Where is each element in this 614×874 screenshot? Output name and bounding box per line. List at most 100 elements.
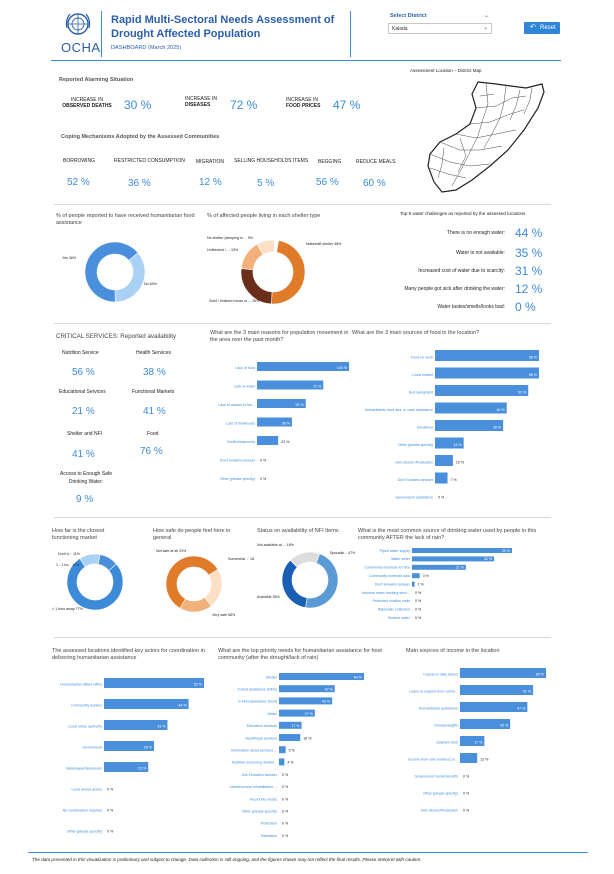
bar[interactable] — [412, 556, 495, 562]
bar[interactable] — [435, 385, 529, 396]
needs-bar-chart[interactable]: Shelter 64 % In kind assistance (NFIs) 42 %… — [215, 667, 365, 847]
bar[interactable] — [279, 746, 286, 754]
bar[interactable] — [412, 564, 466, 570]
bar[interactable] — [257, 362, 349, 371]
bar[interactable] — [257, 399, 306, 408]
bar-value-label: 16 % — [303, 736, 312, 740]
bar[interactable] — [257, 436, 279, 445]
bar[interactable] — [104, 720, 168, 730]
income-bar-chart[interactable]: Casual or daily labour 60 % Loans or suppo… — [404, 664, 559, 824]
market-distance-donut[interactable]: > 1 hour away 77% 1 - 1 ho... 12% Don't k.… — [50, 546, 135, 616]
bar-category-label: Local armed actors — [71, 788, 102, 792]
bar-category-label: Lack of food — [235, 366, 255, 370]
bar-category-label: Food for work — [411, 355, 433, 359]
bar[interactable] — [412, 573, 420, 579]
bar-category-label: Borrowing/debt — [409, 390, 433, 394]
bar[interactable] — [104, 741, 154, 751]
bar[interactable] — [279, 758, 285, 766]
bar[interactable] — [460, 719, 511, 729]
food-assistance-title: % of people reported to have received hu… — [56, 213, 195, 226]
bar-value-label: 5 % — [289, 748, 296, 752]
bar-category-label: Community borehold paid — [369, 574, 410, 578]
bar[interactable] — [257, 417, 292, 427]
donut-slice[interactable] — [165, 555, 219, 609]
actors-bar-chart[interactable]: Humanitarian affairs office 52 % Community… — [52, 670, 207, 840]
bar[interactable] — [460, 668, 546, 678]
nfi-availability-donut[interactable]: Sporadic... 47% Available 35% Not availabl… — [255, 540, 355, 618]
shelter-label-solid: Solid / finished house or ... 26% — [209, 299, 260, 303]
donut-label: Somewhat ... 18% — [228, 557, 254, 561]
bar[interactable] — [435, 367, 539, 379]
donut-label: Don't k... 11% — [58, 552, 81, 556]
bar[interactable] — [279, 721, 302, 729]
bar[interactable] — [104, 762, 149, 772]
bar[interactable] — [435, 437, 464, 449]
donut-label-yes: Yes 36% — [62, 256, 77, 260]
shelter-donut[interactable]: Makeshift shelter 48% Solid / finished h… — [205, 232, 350, 317]
water-source-bar-chart[interactable]: Piped water supply 39 % Water seller 32 % Co… — [356, 546, 536, 624]
donut-slice[interactable] — [84, 241, 139, 303]
bar[interactable] — [279, 673, 364, 680]
donut-label-no: No 64% — [144, 282, 158, 286]
somalia-outline — [427, 81, 545, 193]
bar-value-label: 33 % — [157, 725, 166, 729]
district-select[interactable]: Kalada ⌄ — [388, 23, 492, 34]
critical-label-water: Access to Enough Safe Drinking Water: — [60, 471, 112, 485]
movement-chart-title: What are the 3 main reasons for populati… — [210, 330, 349, 343]
alarming-title: Reported Alarming Situation — [59, 77, 134, 83]
bar-value-label: 7 % — [451, 478, 458, 482]
bar-category-label: Income from own business or... — [408, 758, 458, 762]
coping-value-selling: 5 % — [257, 178, 275, 189]
bar-category-label: Other (please specify) — [423, 792, 458, 796]
donut-slice[interactable] — [273, 239, 279, 253]
bar-category-label: Water — [268, 712, 278, 716]
water-challenge-row: Many people got sick after drinking the … — [404, 282, 543, 296]
bar[interactable] — [412, 581, 415, 587]
chevron-down-icon[interactable]: ⌄ — [484, 13, 490, 19]
bar-category-label: Donations/gifts — [434, 724, 458, 728]
bar[interactable] — [104, 678, 204, 688]
bar-category-label: Shelter — [266, 675, 278, 679]
donut-label: Not available at ... 18% — [257, 543, 295, 547]
bar[interactable] — [460, 736, 485, 746]
donut-slice[interactable] — [114, 252, 146, 303]
bar-category-label: In kind assistance (food) — [238, 700, 277, 704]
bar[interactable] — [412, 548, 512, 553]
reset-button[interactable]: ↶ Reset — [524, 22, 560, 34]
bar[interactable] — [435, 455, 453, 466]
donut-slice[interactable] — [97, 554, 117, 571]
bar[interactable] — [435, 350, 539, 361]
donut-slice[interactable] — [289, 551, 320, 568]
bar[interactable] — [279, 734, 301, 741]
food-sources-bar-chart[interactable]: Food for work 58 % Local market 58 % Borrowi… — [355, 346, 551, 506]
district-map[interactable] — [420, 78, 550, 198]
safety-donut[interactable]: Very safe 58% Not safe at all 23% Somewhat… — [154, 546, 254, 621]
coping-label-begging: BEGGING — [318, 159, 342, 165]
movement-bar-chart[interactable]: Lack of food 100 % Lack of water 72 % Lack o… — [205, 350, 350, 495]
bar[interactable] — [279, 697, 333, 705]
donut-slice[interactable] — [66, 558, 124, 611]
bar-value-label: 0 % — [107, 788, 114, 792]
bar-value-label: 0 % — [463, 775, 470, 779]
bar[interactable] — [279, 709, 315, 717]
bar[interactable] — [435, 402, 507, 414]
donut-label: Available 35% — [257, 595, 281, 599]
alarming-value-diseases: 72 % — [230, 98, 258, 112]
bar-value-label: 0 % — [282, 822, 289, 826]
bar[interactable] — [460, 753, 478, 763]
donut-slice[interactable] — [179, 596, 212, 613]
critical-label-markets: Functional Markets — [132, 389, 175, 395]
bar[interactable] — [460, 702, 528, 712]
bar[interactable] — [435, 472, 448, 484]
bar[interactable] — [460, 685, 534, 695]
donut-slice[interactable] — [281, 559, 308, 608]
bar[interactable] — [279, 685, 335, 693]
bar[interactable] — [435, 420, 504, 431]
bar[interactable] — [104, 699, 189, 709]
actors-chart-title: The assessed locations identified key ac… — [52, 648, 205, 661]
food-assistance-donut[interactable]: Yes 36% No 64% — [60, 232, 170, 312]
critical-value-shelter: 41 % — [72, 449, 95, 460]
bar[interactable] — [257, 380, 324, 390]
bar-value-label: 100 % — [337, 366, 348, 370]
bar-value-label: 0 % — [415, 608, 422, 612]
